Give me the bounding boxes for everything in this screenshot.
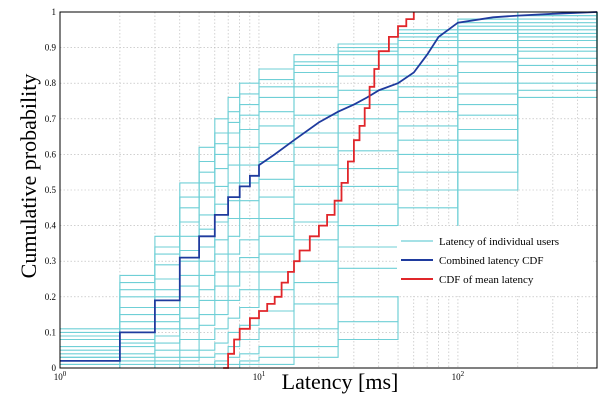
combined-latency-cdf-line: [60, 11, 598, 362]
y-tick-label: 0.8: [45, 78, 57, 88]
y-axis-label: Cumulative probability: [16, 74, 41, 279]
user-cdf-line: [60, 12, 598, 358]
mean-latency-cdf-line: [223, 12, 415, 369]
y-tick-label: 0.7: [45, 114, 57, 124]
y-tick-labels: 0 0.1 0.2 0.3 0.4 0.5 0.6 0.7 0.8 0.9 1: [45, 7, 57, 373]
user-cdf-line: [60, 11, 597, 333]
y-tick-label: 0.3: [45, 256, 57, 266]
y-tick-label: 0.4: [45, 221, 57, 231]
legend-label-individual: Latency of individual users: [439, 236, 559, 248]
y-tick-label: 0.9: [45, 43, 57, 53]
x-tick-exponent: 2: [461, 370, 465, 378]
user-cdf-line: [60, 12, 598, 355]
x-axis-label: Latency [ms]: [282, 369, 399, 394]
y-tick-label: 0.2: [45, 292, 56, 302]
user-cdf-line: [60, 12, 598, 351]
y-tick-label: 0: [52, 363, 57, 373]
y-tick-label: 1: [52, 7, 57, 17]
user-cdf-line: [60, 11, 597, 330]
user-cdf-line: [60, 12, 598, 362]
legend-label-combined: Combined latency CDF: [439, 255, 544, 267]
y-tick-label: 0.6: [45, 149, 57, 159]
y-tick-label: 0.5: [45, 185, 57, 195]
x-tick-labels: 100 101 102: [54, 370, 465, 382]
x-tick-label: 100: [54, 370, 67, 382]
y-tick-label: 0.1: [45, 327, 56, 337]
user-cdf-line: [60, 12, 598, 358]
x-tick-exponent: 1: [262, 370, 266, 378]
summary-lines: [60, 11, 598, 369]
plot-frame: [59, 11, 598, 369]
individual-user-lines: [60, 11, 598, 369]
legend: Latency of individual users Combined lat…: [397, 226, 593, 296]
x-tick-label: 101: [253, 370, 266, 382]
x-tick-exponent: 0: [63, 370, 67, 378]
x-tick-label: 102: [452, 370, 465, 382]
legend-label-mean: CDF of mean latency: [439, 274, 534, 286]
user-cdf-line: [60, 12, 598, 369]
